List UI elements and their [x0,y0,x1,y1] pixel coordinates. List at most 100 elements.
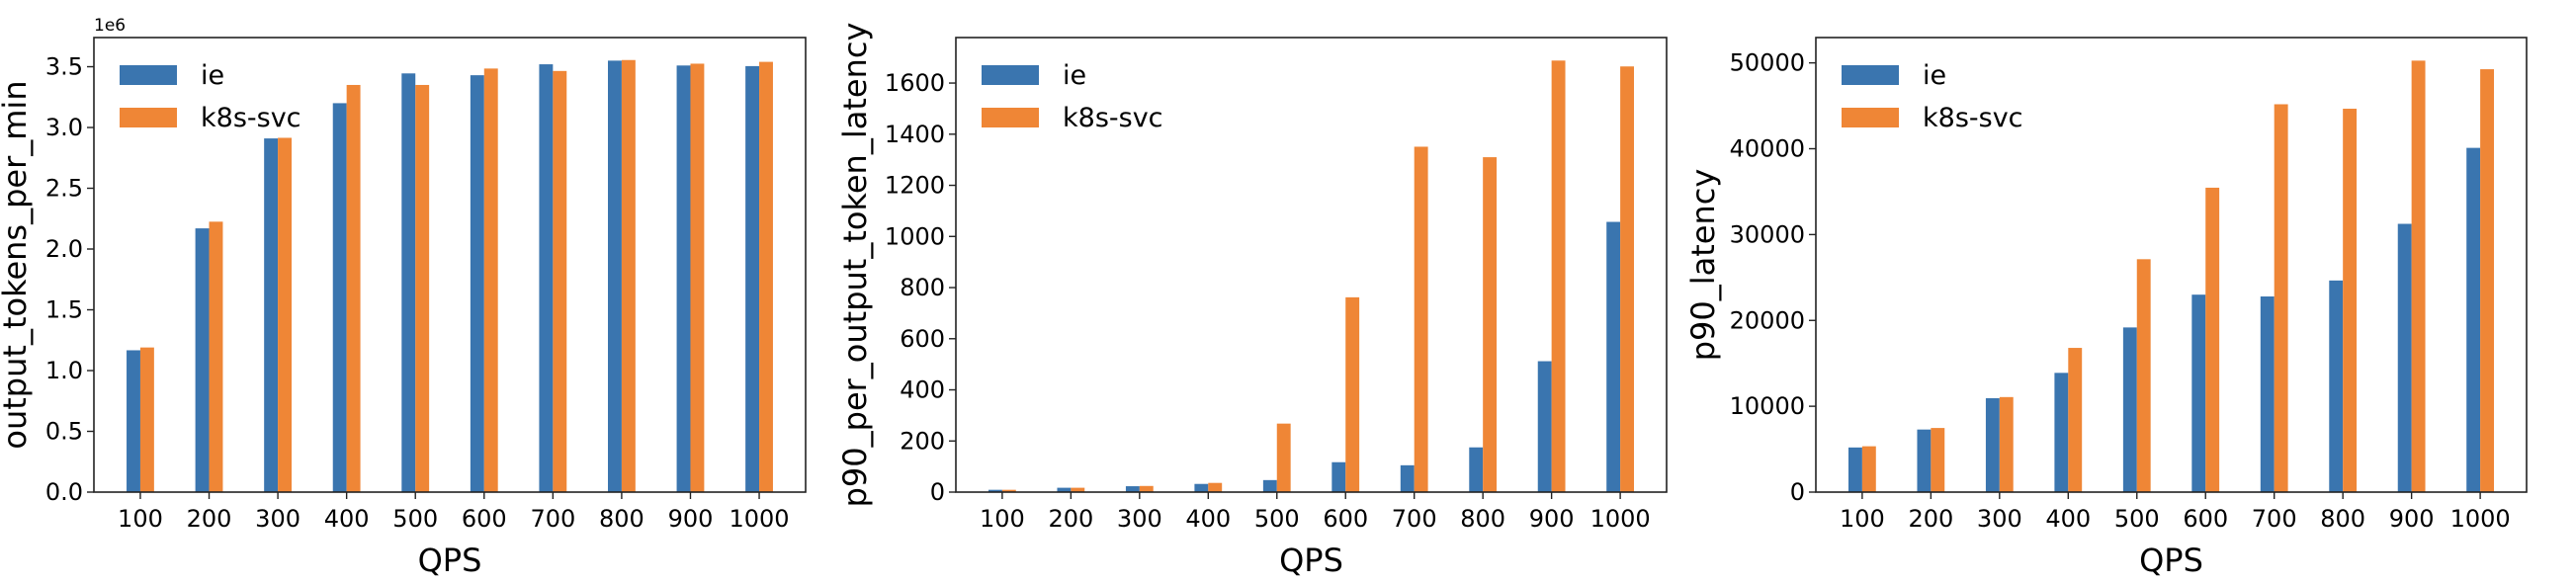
x-tick-label: 500 [2114,505,2160,533]
x-tick-label: 700 [530,505,575,533]
bar-ie-400 [332,103,347,492]
y-tick-label: 3.5 [45,53,83,81]
bar-k8s-svc-700 [553,70,567,492]
bar-k8s-svc-500 [415,84,430,493]
bar-ie-200 [1917,429,1932,492]
y-tick-label: 1.5 [45,296,83,324]
bar-ie-300 [1125,486,1140,492]
axes-frame [1815,37,2528,493]
legend-label-ie: ie [1063,60,1086,91]
bar-k8s-svc-300 [1139,485,1154,492]
bar-ie-700 [1400,464,1415,492]
bar-k8s-svc-900 [1551,60,1566,493]
x-tick-label: 200 [187,505,232,533]
y-tick-label: 400 [900,376,945,404]
bar-k8s-svc-100 [1861,446,1876,492]
y-tick-label: 0.0 [45,478,83,506]
y-tick-label: 1000 [885,222,945,250]
legend-label-ie: ie [201,60,224,91]
x-tick-label: 400 [2045,505,2091,533]
x-tick-label: 800 [599,505,644,533]
bar-k8s-svc-1000 [2480,69,2495,493]
bar-k8s-svc-900 [2411,60,2426,493]
legend-label-k8s-svc: k8s-svc [1063,103,1163,133]
x-axis-label: QPS [1279,542,1343,579]
bar-k8s-svc-500 [1276,423,1291,492]
bar-ie-800 [1469,447,1484,492]
legend-swatch-ie [120,65,177,85]
y-tick-label: 30000 [1730,220,1805,248]
chart-3: 100 200 300 400 500 600 700 800 900 1000010000200… [1684,37,2528,579]
bar-ie-800 [2329,280,2344,492]
y-axis-label: output_tokens_per_min [0,80,34,449]
bar-ie-900 [676,65,691,493]
axes-frame [93,37,807,493]
legend: ie k8s-svc [1842,60,2023,133]
bar-ie-200 [195,228,210,492]
y-axis-label: p90_per_output_token_latency [836,23,874,508]
bar-ie-700 [2260,296,2275,492]
bar-k8s-svc-200 [1071,487,1085,492]
y-tick-label: 10000 [1730,392,1805,420]
bar-k8s-svc-600 [2205,187,2220,492]
y-tick-label: 2.0 [45,235,83,263]
bar-k8s-svc-600 [1345,296,1360,492]
x-axis-label: QPS [2139,542,2203,579]
chart-1: 100 200 300 400 500 600 700 800 900 1000 0.0 0.5 1.0… [0,16,807,579]
x-tick-label: 700 [1392,505,1437,533]
y-tick-label: 3.0 [45,114,83,141]
bar-k8s-svc-300 [1999,396,2014,492]
bar-ie-700 [539,64,554,492]
x-tick-label: 600 [1323,505,1368,533]
x-tick-label: 100 [118,505,163,533]
x-tick-label: 100 [1840,505,1885,533]
bar-k8s-svc-1000 [759,61,773,492]
bar-k8s-svc-100 [139,347,154,492]
x-tick-label: 500 [1254,505,1300,533]
chart-2: 100 200 300 400 500 600 700 800 900 1000 0 200 400 60… [836,23,1668,579]
x-axis-label: QPS [418,542,482,579]
bar-k8s-svc-400 [346,84,361,493]
legend: ie k8s-svc [120,60,301,133]
y-offset-text: 1e6 [94,16,126,36]
y-tick-label: 1400 [885,121,945,148]
x-tick-label: 1000 [730,505,790,533]
x-tick-label: 700 [2252,505,2297,533]
x-tick-label: 900 [668,505,714,533]
bar-k8s-svc-500 [2136,259,2151,492]
bar-ie-500 [2122,327,2137,492]
legend-label-ie: ie [1923,60,1946,91]
bar-ie-100 [1847,447,1862,492]
y-tick-label: 2.5 [45,175,83,203]
x-tick-label: 400 [324,505,370,533]
y-tick-label: 0 [930,478,945,506]
legend-swatch-ie [982,65,1039,85]
legend: ie k8s-svc [982,60,1163,133]
x-tick-label: 300 [1977,505,2022,533]
x-tick-label: 900 [1529,505,1575,533]
bar-ie-500 [1262,479,1277,492]
bar-ie-400 [2054,373,2069,492]
bar-ie-300 [264,138,279,492]
bar-k8s-svc-200 [1931,428,1945,492]
bar-ie-1000 [1606,221,1621,492]
legend-swatch-k8s-svc [982,108,1039,127]
legend-swatch-k8s-svc [1842,108,1899,127]
x-tick-label: 900 [2389,505,2435,533]
bar-ie-100 [127,350,140,492]
axes-frame [955,37,1668,493]
bar-ie-1000 [745,65,760,492]
bar-ie-900 [1537,361,1552,492]
y-tick-label: 0 [1790,478,1805,506]
bar-k8s-svc-800 [2343,109,2358,492]
bar-k8s-svc-900 [690,63,705,492]
bar-k8s-svc-400 [2068,348,2083,492]
y-tick-label: 800 [900,274,945,301]
legend-label-k8s-svc: k8s-svc [1923,103,2023,133]
x-tick-label: 1000 [2450,505,2511,533]
bar-ie-900 [2397,223,2412,493]
bar-ie-200 [1057,487,1072,492]
x-tick-label: 300 [1117,505,1162,533]
